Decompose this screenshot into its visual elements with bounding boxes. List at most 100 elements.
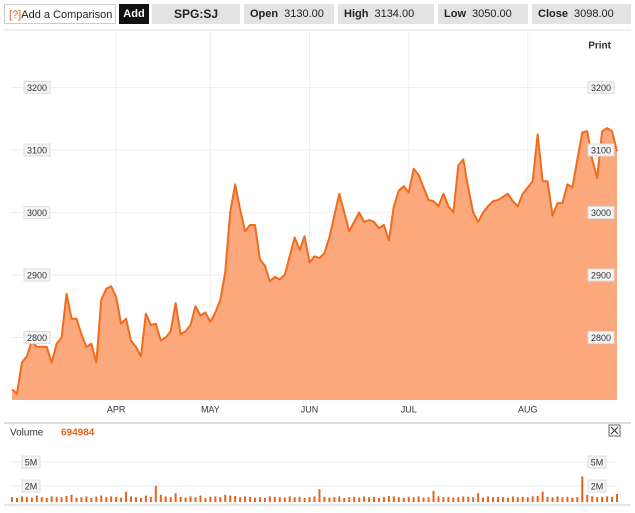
high-box: High 3134.00 (338, 4, 434, 24)
volume-bar (194, 497, 197, 502)
add-button[interactable]: Add (119, 4, 149, 24)
volume-bar (601, 496, 604, 502)
compare-input[interactable]: [?]Add a Comparison (4, 4, 116, 24)
volume-bar (561, 497, 564, 502)
volume-bar (521, 496, 524, 502)
tick-box (23, 206, 51, 219)
y-tick-label: 2900 (27, 270, 47, 280)
volume-bar (75, 497, 78, 502)
volume-bar (115, 496, 118, 502)
volume-bar (487, 496, 490, 502)
volume-bar (293, 497, 296, 502)
volume-bar (477, 493, 480, 502)
volume-bar (239, 497, 242, 502)
volume-bar (55, 496, 58, 502)
volume-bar (551, 497, 554, 502)
volume-bar (546, 496, 549, 502)
volume-bar (392, 496, 395, 502)
volume-bar (308, 497, 311, 502)
volume-bar (526, 497, 529, 502)
volume-bar (303, 498, 306, 502)
volume-bar (501, 497, 504, 502)
low-value: 3050.00 (472, 8, 512, 20)
volume-bar (283, 497, 286, 502)
volume-bar (278, 497, 281, 502)
x-tick-label: JUL (401, 404, 417, 414)
volume-bar (100, 495, 103, 502)
volume-bar (353, 496, 356, 502)
volume-bar (417, 496, 420, 502)
volume-bar (45, 498, 48, 502)
tick-box (587, 331, 615, 344)
volume-bar (611, 496, 614, 502)
volume-bar (412, 497, 415, 502)
volume-bar (110, 496, 113, 502)
volume-bar (541, 491, 544, 502)
volume-bar (229, 495, 232, 502)
y-tick-label: 3200 (591, 83, 611, 93)
symbol: SPG:SJ (152, 4, 240, 24)
volume-bar (30, 497, 33, 502)
volume-bar (25, 496, 28, 502)
close-box: Close 3098.00 (532, 4, 631, 24)
volume-bar (368, 497, 371, 502)
volume-bar (407, 496, 410, 502)
volume-bar (268, 496, 271, 502)
tick-box (587, 455, 607, 469)
y-tick-label: 5M (591, 457, 604, 467)
volume-bar (169, 497, 172, 502)
tick-box (21, 479, 41, 493)
volume-title: Volume (10, 428, 44, 439)
y-tick-label: 3100 (591, 145, 611, 155)
volume-bar (313, 496, 316, 502)
volume-bar (377, 498, 380, 502)
print-link[interactable]: Print (588, 41, 611, 52)
tick-box (587, 81, 615, 94)
volume-bar (15, 498, 18, 502)
volume-bar (273, 496, 276, 502)
volume-bar (253, 497, 256, 502)
y-tick-label: 3000 (27, 208, 47, 218)
volume-bar (437, 496, 440, 502)
y-tick-label: 2800 (591, 333, 611, 343)
close-panel[interactable] (608, 424, 621, 437)
volume-bar (452, 497, 455, 502)
volume-bar (204, 498, 207, 502)
tick-box (23, 143, 51, 157)
close-value: 3098.00 (573, 8, 614, 20)
volume-bar (422, 497, 425, 502)
help[interactable]: [?] (9, 9, 22, 21)
volume-bar (536, 496, 539, 502)
volume-bar (323, 496, 326, 502)
x-tick-label: APR (107, 404, 126, 414)
volume-bar (397, 497, 400, 502)
volume-bar (154, 486, 157, 502)
volume-bar (333, 497, 336, 502)
volume-bar (328, 497, 331, 502)
volume-bar (130, 496, 133, 502)
volume-bar (606, 496, 609, 502)
volume-bar (80, 497, 83, 502)
volume-bar (105, 497, 108, 502)
volume-bar (95, 496, 98, 502)
volume-bar (531, 496, 534, 502)
volume-bar (358, 497, 361, 502)
volume-bar (249, 496, 252, 502)
volume-bar (338, 496, 341, 502)
tick-box (587, 206, 615, 219)
compare-text: Add a Comparison (21, 9, 113, 21)
volume-bar (65, 496, 68, 502)
volume-bar (85, 496, 88, 502)
volume-bar (174, 493, 177, 502)
close-x (610, 426, 619, 435)
x-tick-label: MAY (201, 404, 220, 414)
y-tick-label: 2900 (591, 270, 611, 280)
volume-bar (11, 497, 13, 502)
volume-bar (596, 497, 599, 502)
y-tick-label: 3000 (591, 208, 611, 218)
open-box: Open 3130.00 (244, 4, 334, 24)
tick-box (587, 143, 615, 157)
volume-bar (60, 497, 63, 502)
